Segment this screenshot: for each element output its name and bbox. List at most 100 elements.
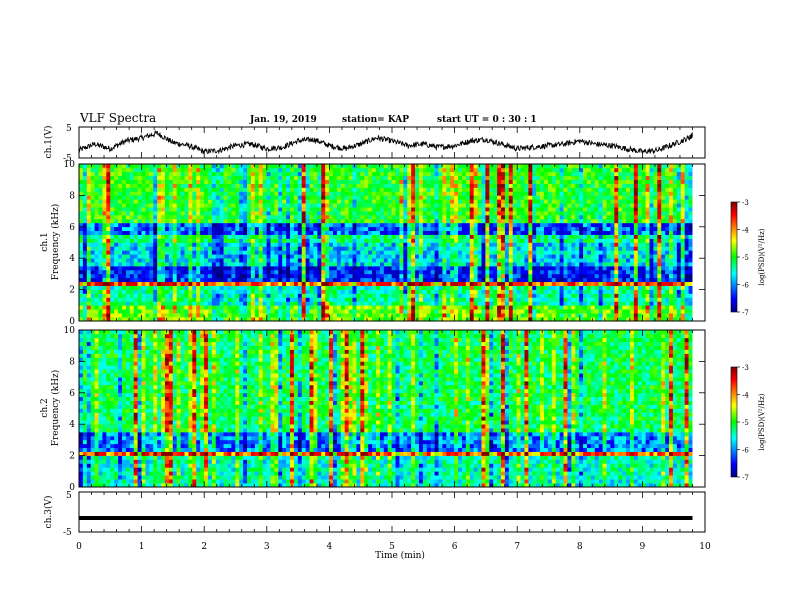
spectrogram-cell [469,273,474,279]
spectrogram-cell [575,222,580,228]
spectrogram-cell [313,250,318,255]
spectrogram-cell [114,199,119,204]
spectrogram-cell [317,293,322,298]
spectrogram-cell [211,277,217,283]
spectrogram-cell [211,289,217,294]
spectrogram-cell [305,317,310,322]
spectrogram-cell [375,238,381,243]
spectrogram-cell [231,199,236,204]
spectrogram-cell [465,285,471,290]
spectrogram-cell [247,317,252,322]
spectrogram-cell [133,273,138,279]
spectrogram-cell [430,222,435,228]
spectrogram-cell [305,258,310,263]
spectrogram-cell [375,309,381,314]
spectrogram-cell [501,289,506,294]
spectrogram-cell [106,281,111,286]
spectrogram-cell [125,258,131,263]
spectrogram-cell [669,297,674,302]
spectrogram-cell [649,203,654,208]
spectrogram-cell [547,289,553,294]
spectrogram-cell [645,269,650,275]
spectrogram-cell [559,258,564,263]
spectrogram-cell [383,277,388,283]
spectrogram-cell [434,199,439,204]
spectrogram-cell [528,203,533,208]
spectrogram-cell [415,266,420,271]
spectrogram-cell [149,262,154,267]
spectrogram-cell [102,215,107,220]
spectrogram-cell [579,254,584,259]
spectrogram-cell [637,222,642,228]
spectrogram-cell [235,269,240,275]
spectrogram-cell [579,242,584,247]
spectrogram-cell [121,254,127,259]
spectrogram-cell [622,266,627,271]
spectrogram-cell [137,254,142,259]
spectrogram-cell [149,250,154,255]
spectrogram-cell [141,195,146,200]
spectrogram-cell [438,207,443,212]
spectrogram-cell [602,289,607,294]
spectrogram-cell [465,234,471,239]
spectrogram-cell [407,277,412,283]
spectrogram-cell [532,222,537,228]
spectrogram-cell [125,309,131,314]
spectrogram-cell [606,305,611,310]
spectrogram-cell [626,273,631,279]
spectrogram-cell [528,246,533,251]
spectrogram-cell [168,254,174,259]
spectrogram-cell [329,234,334,239]
spectrogram-cell [567,309,572,314]
spectrogram-cell [551,211,557,216]
spectrogram-cell [278,289,283,294]
spectrogram-cell [172,301,177,306]
spectrogram-cell [164,262,170,267]
spectrogram-cell [118,281,123,286]
spectrogram-cell [637,258,642,263]
spectrogram-cell [641,273,646,279]
spectrogram-cell [661,313,666,318]
spectrogram-cell [676,242,682,247]
spectrogram-cell [301,273,306,279]
spectrogram-cell [540,215,545,220]
spectrogram-cell [532,215,537,220]
spectrogram-cell [207,305,213,310]
spectrogram-cell [110,199,115,204]
spectrogram-cell [180,207,185,212]
spectrogram-cell [313,222,318,228]
spectrogram-cell [563,281,568,286]
spectrogram-cell [590,262,596,267]
spectrogram-cell [207,246,213,251]
spectrogram-cell [118,211,123,216]
spectrogram-cell [465,305,471,310]
spectrogram-cell [688,258,693,263]
spectrogram-cell [418,242,424,247]
spectrogram-cell [551,262,557,267]
spectrogram-cell [309,207,314,212]
spectrogram-cell [669,238,674,243]
spectrogram-cell [688,269,693,275]
spectrogram-cell [559,203,564,208]
spectrogram-cell [387,309,392,314]
spectrogram-cell [211,301,217,306]
spectrogram-cell [200,262,205,267]
spectrogram-cell [508,242,514,247]
spectrogram-cell [618,258,623,263]
spectrogram-cell [524,226,529,232]
spectrogram-cell [614,281,619,286]
spectrogram-cell [458,309,463,314]
spectrogram-cell [274,254,279,259]
spectrogram-ch1-heatmap [79,164,705,322]
spectrogram-cell [184,234,189,239]
spectrogram-cell [243,273,248,279]
spectrogram-cell [258,215,263,220]
spectrogram-cell [594,317,599,322]
spectrogram-cell [313,297,318,302]
spectrogram-cell [657,317,662,322]
spectrogram-cell [293,238,299,243]
spectrogram-cell [129,317,135,322]
spectrogram-cell [485,199,490,204]
spectrogram-cell [368,246,373,251]
spectrogram-cell [254,285,260,290]
